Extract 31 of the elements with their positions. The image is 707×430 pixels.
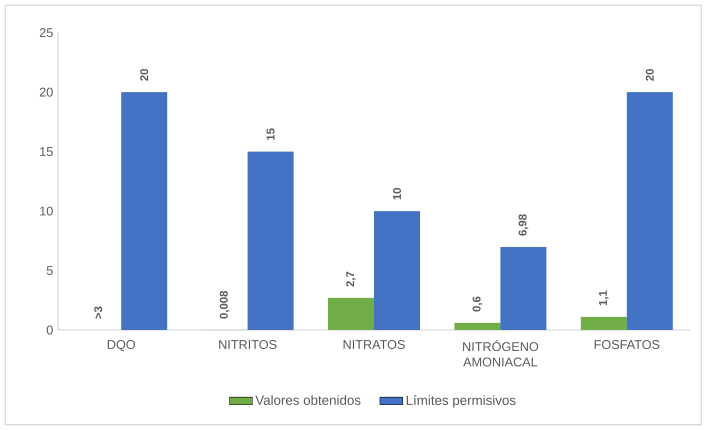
y-tick-label: 0 — [46, 326, 53, 334]
bar — [500, 246, 546, 330]
bar — [454, 322, 500, 330]
x-tick-label: NITRÓGENO AMONIACAL — [463, 340, 538, 366]
legend-label: Valores obtenidos — [255, 395, 361, 405]
legend-label: Límites permisivos — [406, 395, 516, 408]
x-tick-label: FOSFATOS — [594, 340, 660, 350]
x-tick-label: DQO — [108, 340, 136, 352]
text: >3 — [94, 306, 102, 319]
data-label: 20 — [646, 69, 654, 81]
y-tick-label: 25 — [40, 28, 53, 38]
y-tick-label: 15 — [40, 147, 53, 156]
x-tick-label: NITRATOS — [344, 340, 405, 350]
y-tick-label: 5 — [46, 266, 53, 275]
data-label: 2,7 — [346, 272, 356, 287]
data-label: 20 — [140, 69, 148, 81]
data-label: 6,98 — [518, 214, 528, 236]
y-tick-label: 20 — [40, 88, 53, 97]
x-tick-label: NITRITOS — [219, 340, 276, 350]
data-label: 10 — [393, 188, 402, 200]
bar — [121, 92, 168, 330]
bar — [626, 92, 673, 330]
data-label: 15 — [266, 128, 275, 140]
bar — [374, 211, 420, 330]
bar — [580, 316, 627, 330]
bar — [328, 298, 374, 330]
data-label: 1,1 — [599, 290, 609, 306]
bar — [248, 152, 294, 330]
data-label: 0,008 — [220, 290, 230, 319]
data-label: 0,6 — [472, 296, 482, 312]
y-tick-label: 10 — [40, 206, 53, 216]
